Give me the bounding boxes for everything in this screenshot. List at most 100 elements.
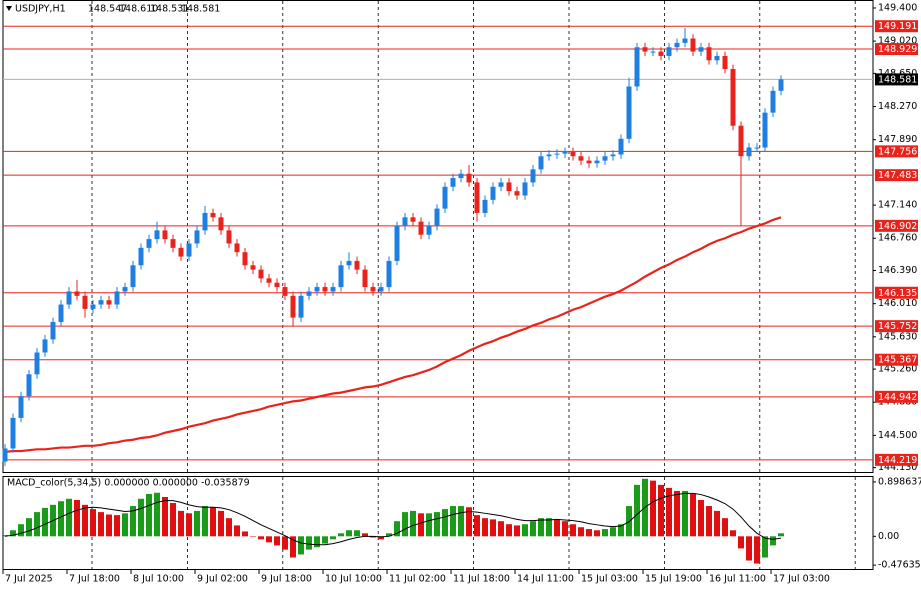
candle-body [74, 291, 80, 296]
candle-body [522, 182, 528, 196]
signal-line [4, 492, 782, 546]
macd-bar [354, 530, 360, 537]
candle-body [306, 291, 312, 296]
candle-body [490, 186, 496, 200]
y-tick-label: 146.760 [878, 233, 917, 244]
candle-body [338, 265, 344, 288]
x-tick-label: 11 Jul 18:00 [453, 574, 510, 585]
macd-bar [42, 507, 48, 537]
candle-body [202, 212, 208, 231]
macd-bar [314, 536, 320, 548]
y-tick-label: 0.898637 [878, 476, 921, 487]
candle-body [298, 295, 304, 318]
macd-bar [210, 507, 216, 537]
level-price-label: 145.367 [878, 355, 917, 366]
level-price-box [875, 353, 918, 366]
macd-bar [170, 503, 176, 537]
candle-body [562, 151, 568, 154]
candle-body [650, 51, 656, 53]
candle-body [394, 226, 400, 261]
candle-body [514, 191, 520, 196]
level-price-label: 146.135 [878, 288, 917, 299]
macd-bar [482, 518, 488, 537]
level-price-box [875, 169, 918, 182]
macd-bar [306, 536, 312, 550]
candle-body [434, 208, 440, 227]
candle-body [386, 260, 392, 288]
candle-body [738, 125, 744, 157]
candle-body [234, 243, 240, 253]
y-tick-label: 147.890 [878, 134, 917, 145]
candle-body [546, 154, 552, 157]
macd-bar [602, 529, 608, 537]
macd-bar [2, 535, 8, 537]
candle-body [98, 300, 104, 305]
candle-body [466, 173, 472, 183]
candle-body [170, 239, 176, 248]
macd-bar [522, 524, 528, 537]
x-tick-label: 17 Jul 03:00 [773, 574, 830, 585]
candle-body [162, 230, 168, 240]
y-tick-label: 148.270 [878, 101, 917, 112]
macd-bar [146, 493, 152, 537]
main-window-frame [2, 0, 874, 473]
macd-bar [490, 519, 496, 537]
candle-body [346, 260, 352, 266]
y-tick-label: 146.390 [878, 265, 917, 276]
macd-bar [778, 533, 784, 537]
candle-body [82, 295, 88, 309]
level-price-box [875, 390, 918, 403]
candle-body [674, 42, 680, 48]
macd-bar [186, 513, 192, 537]
macd-bar [114, 515, 120, 537]
macd-bar [202, 506, 208, 537]
macd-bar [18, 524, 24, 537]
level-price-label: 144.219 [878, 455, 917, 466]
candle-body [10, 417, 16, 449]
candle-body [58, 304, 64, 322]
candle-body [266, 278, 272, 283]
macd-bar [498, 521, 504, 537]
macd-bar [106, 514, 112, 537]
macd-bar [690, 493, 696, 537]
symbol-menu-arrow[interactable] [6, 6, 12, 11]
candle-body [26, 374, 32, 397]
level-price-box [875, 43, 918, 56]
candle-body [226, 230, 232, 244]
macd-bar [10, 530, 16, 537]
macd-bar [578, 527, 584, 537]
level-price-label: 145.752 [878, 321, 917, 332]
macd-bar [90, 509, 96, 537]
macd-bar [554, 519, 560, 537]
candle-body [442, 186, 448, 209]
candle-body [682, 38, 688, 43]
macd-bar [538, 518, 544, 537]
macd-bar [386, 533, 392, 537]
candle-body [18, 396, 24, 418]
macd-bar [506, 524, 512, 537]
level-price-box [875, 20, 918, 33]
x-tick-label: 16 Jul 11:00 [709, 574, 766, 585]
macd-bar [706, 506, 712, 537]
macd-bar [242, 531, 248, 537]
candle-body [754, 147, 760, 149]
candle-body [50, 321, 56, 340]
header-price: 148.581 [181, 4, 220, 15]
macd-bar [226, 518, 232, 537]
x-tick-label: 9 Jul 02:00 [197, 574, 248, 585]
x-tick-label: 9 Jul 18:00 [261, 574, 312, 585]
header-price: 148.610 [119, 4, 158, 15]
macd-bar [66, 498, 72, 537]
candle-body [714, 55, 720, 61]
candle-body [730, 69, 736, 126]
x-tick-label: 8 Jul 10:00 [133, 574, 184, 585]
macd-bar [234, 525, 240, 537]
candle-body [106, 300, 112, 305]
macd-bar [674, 490, 680, 537]
candle-body [2, 448, 8, 462]
candle-body [210, 212, 216, 218]
candle-body [154, 230, 160, 240]
macd-bar [722, 518, 728, 537]
level-price-box [875, 453, 918, 466]
